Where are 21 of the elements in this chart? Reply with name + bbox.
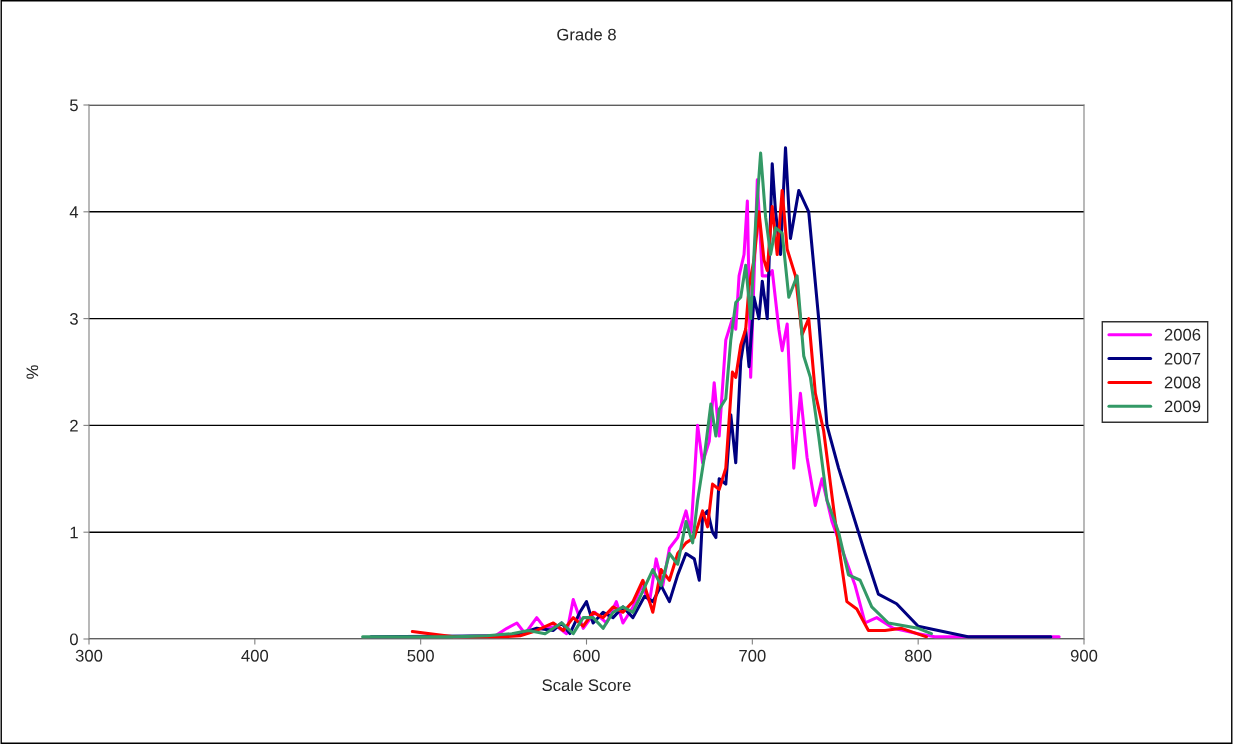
y-tick-label: 4 bbox=[69, 206, 79, 218]
chart-title: Grade 8 bbox=[557, 28, 616, 41]
y-tick-label: 3 bbox=[69, 313, 78, 325]
x-tick-label: 800 bbox=[904, 649, 932, 662]
y-tick-label: 2 bbox=[70, 419, 78, 432]
legend-label: 2007 bbox=[1164, 352, 1201, 365]
x-tick-label: 300 bbox=[75, 649, 103, 662]
x-tick-label: 700 bbox=[739, 649, 766, 662]
x-tick-label: 500 bbox=[407, 649, 434, 662]
line-series bbox=[361, 151, 933, 639]
y-tick-label: 1 bbox=[70, 526, 78, 539]
y-tick-label: 0 bbox=[69, 633, 78, 646]
legend-label: 2008 bbox=[1164, 376, 1201, 389]
y-tick-label: 5 bbox=[69, 99, 78, 112]
x-tick-label: 600 bbox=[573, 649, 600, 662]
legend-label: 2006 bbox=[1164, 328, 1201, 341]
x-tick-label: 900 bbox=[1070, 649, 1098, 662]
legend-label: 2009 bbox=[1164, 400, 1201, 413]
x-axis-title: Scale Score bbox=[542, 678, 631, 692]
y-axis-title: % bbox=[26, 365, 39, 379]
x-tick-label: 400 bbox=[241, 649, 269, 662]
